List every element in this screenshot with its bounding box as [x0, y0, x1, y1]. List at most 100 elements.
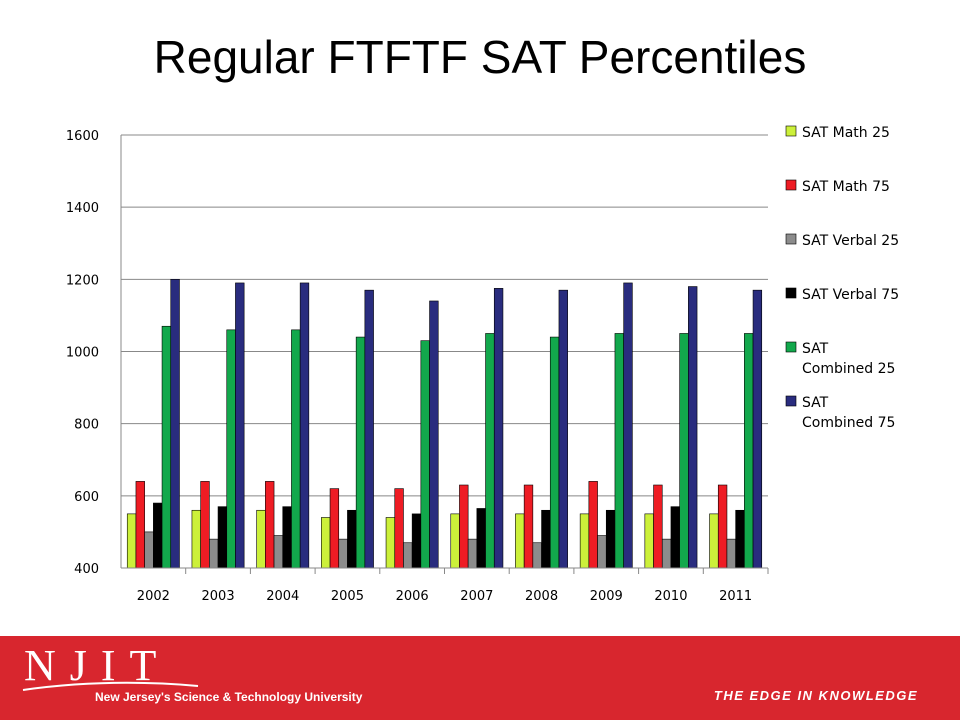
bar: [256, 509, 266, 569]
gridlines: [121, 134, 768, 569]
y-tick-label: 800: [74, 418, 99, 433]
legend-label: SAT: [802, 341, 829, 357]
njit-logo-text: NJIT: [24, 641, 170, 690]
legend-label: Combined 75: [802, 415, 895, 431]
bar: [653, 484, 663, 569]
bar: [644, 513, 654, 569]
bar: [688, 286, 698, 569]
bar: [476, 508, 486, 569]
bar: [170, 279, 180, 569]
x-tick-label: 2005: [331, 589, 364, 604]
x-tick-label: 2006: [396, 589, 429, 604]
axes: 400 600 800 1000 1200 1400 1600 2002 2003 2004 200…: [66, 129, 769, 604]
bar: [144, 531, 154, 569]
bar: [429, 300, 439, 569]
bar: [235, 282, 245, 569]
bar: [661, 538, 672, 569]
bar: [385, 517, 396, 569]
legend-swatch: [785, 287, 797, 299]
footer-bar: NJIT New Jersey's Science & Technology U…: [0, 636, 960, 720]
bar: [273, 535, 284, 569]
bar: [709, 513, 719, 569]
bar: [161, 325, 172, 569]
bar: [411, 513, 422, 569]
legend-label: SAT Verbal 75: [802, 287, 899, 303]
bar: [209, 538, 219, 569]
bar: [752, 289, 763, 569]
bars: [126, 279, 763, 569]
legend-label: SAT Math 25: [802, 125, 890, 141]
x-tick-label: 2009: [590, 589, 623, 604]
logo-subtitle: New Jersey's Science & Technology Univer…: [95, 690, 363, 704]
x-tick-label: 2004: [266, 589, 299, 604]
legend-swatch: [785, 341, 797, 353]
bar: [549, 336, 560, 569]
bar: [614, 333, 624, 569]
bar: [217, 506, 228, 569]
y-tick-label: 1400: [66, 201, 99, 216]
bar: [605, 509, 616, 569]
slide-title: Regular FTFTF SAT Percentiles: [153, 31, 807, 83]
x-tick-label: 2002: [137, 589, 170, 604]
y-tick-label: 1000: [66, 346, 99, 361]
bar: [679, 333, 689, 569]
bar: [523, 484, 534, 569]
bar: [717, 484, 728, 569]
bar: [191, 509, 201, 569]
bar: [459, 484, 469, 569]
x-tick-label: 2011: [719, 589, 752, 604]
bar: [726, 538, 736, 569]
bar: [420, 340, 430, 569]
x-tick-label: 2008: [525, 589, 558, 604]
bar: [153, 502, 163, 569]
bar: [291, 329, 301, 569]
y-tick-label: 400: [74, 562, 99, 577]
bar: [282, 506, 292, 569]
bar: [744, 333, 754, 569]
bar: [321, 517, 331, 569]
legend: SAT Math 25 SAT Math 75 SAT Verbal 25 SAT V…: [785, 125, 899, 431]
bar: [338, 538, 348, 569]
legend-swatch: [785, 395, 797, 407]
bar: [558, 289, 568, 569]
bar: [541, 509, 551, 569]
bar: [735, 509, 745, 569]
y-tick-label: 1200: [66, 273, 99, 288]
tagline: THE EDGE IN KNOWLEDGE: [713, 688, 918, 703]
bar: [493, 288, 504, 569]
bar: [299, 282, 310, 569]
njit-logo: NJIT: [22, 641, 199, 691]
bar: [597, 535, 607, 569]
legend-label: SAT Verbal 25: [802, 233, 899, 249]
bar: [364, 289, 374, 569]
legend-swatch: [785, 233, 797, 245]
bar: [670, 506, 680, 569]
legend-swatch: [785, 125, 797, 137]
bar: [226, 329, 236, 569]
bar: [623, 282, 633, 569]
legend-label: SAT: [802, 395, 829, 411]
bar: [126, 513, 137, 569]
bar: [532, 542, 542, 569]
legend-label: SAT Math 75: [802, 179, 890, 195]
x-tick-label: 2010: [654, 589, 687, 604]
bar: [485, 333, 495, 569]
bar: [135, 481, 145, 569]
bar: [355, 336, 366, 569]
y-tick-label: 600: [74, 490, 99, 505]
bar: [588, 481, 598, 569]
x-tick-label: 2007: [460, 589, 493, 604]
bar: [579, 513, 590, 569]
bar: [329, 488, 340, 569]
x-tick-label: 2003: [202, 589, 235, 604]
legend-label: Combined 25: [802, 361, 895, 377]
bar: [467, 538, 478, 569]
bar: [394, 488, 404, 569]
bar: [265, 481, 275, 569]
bar: [403, 542, 413, 569]
bar: [347, 509, 357, 569]
bar: [515, 513, 525, 569]
legend-swatch: [785, 179, 797, 191]
y-tick-label: 1600: [66, 129, 99, 144]
bar: [450, 513, 460, 569]
